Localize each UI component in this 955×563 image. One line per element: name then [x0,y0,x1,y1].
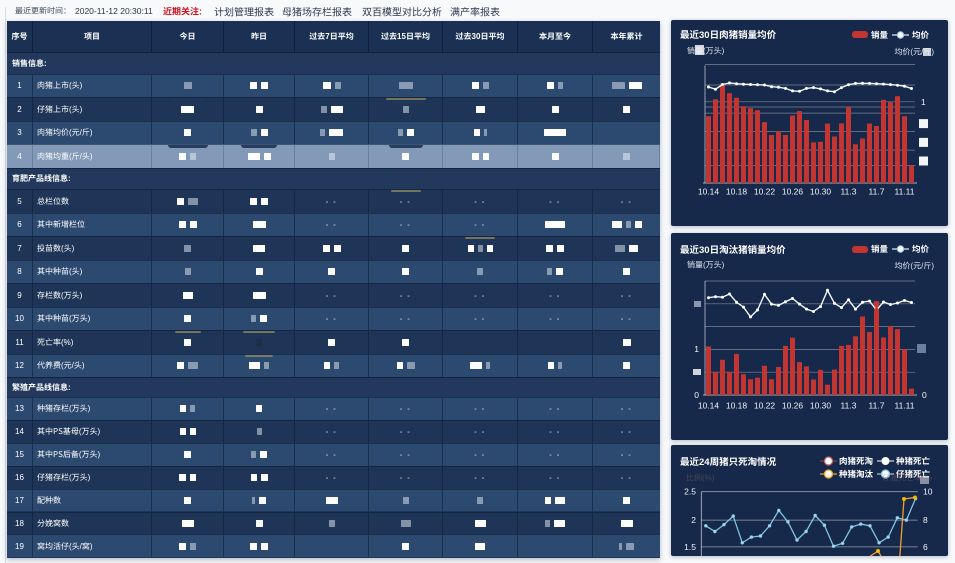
svg-text:10.22: 10.22 [754,400,776,412]
svg-text:10.14: 10.14 [698,400,720,412]
svg-text:1: 1 [921,96,926,108]
svg-text:10.30: 10.30 [810,186,832,198]
svg-text:10: 10 [923,486,933,498]
svg-text:2.5: 2.5 [684,486,696,498]
svg-text:11.3: 11.3 [841,186,857,198]
svg-text:10.18: 10.18 [726,186,748,198]
svg-text:1.5: 1.5 [684,541,696,553]
svg-text:2: 2 [691,514,696,526]
svg-text:10.30: 10.30 [810,400,832,412]
svg-text:11.11: 11.11 [894,186,914,198]
svg-text:10.18: 10.18 [726,400,748,412]
svg-text:11.3: 11.3 [841,400,857,412]
svg-text:10.26: 10.26 [782,186,804,198]
svg-text:0: 0 [922,389,927,401]
svg-text:10.26: 10.26 [782,400,804,412]
svg-text:0: 0 [694,389,699,401]
svg-text:6: 6 [923,541,928,553]
svg-text:11.7: 11.7 [869,186,885,198]
svg-text:11.7: 11.7 [869,400,885,412]
svg-text:1: 1 [694,343,699,355]
svg-text:10.14: 10.14 [698,186,720,198]
svg-text:11.11: 11.11 [894,400,914,412]
svg-text:8: 8 [923,514,928,526]
svg-text:10.22: 10.22 [754,186,776,198]
